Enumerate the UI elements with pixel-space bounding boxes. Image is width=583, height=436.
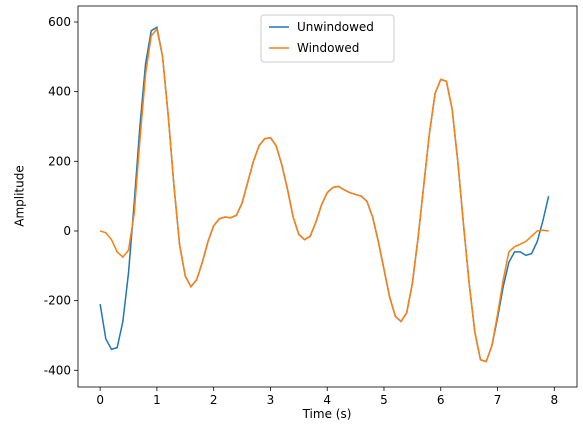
legend-label: Windowed bbox=[297, 41, 359, 55]
x-tick-label: 0 bbox=[96, 393, 104, 407]
x-axis-label: Time (s) bbox=[302, 407, 352, 421]
x-tick-label: 5 bbox=[380, 393, 388, 407]
y-tick-label: -200 bbox=[44, 294, 71, 308]
y-tick-label: 0 bbox=[63, 224, 71, 238]
axes-frame bbox=[77, 5, 578, 388]
y-tick-label: 600 bbox=[48, 15, 71, 29]
x-tick-label: 8 bbox=[550, 393, 558, 407]
x-tick-label: 4 bbox=[323, 393, 331, 407]
legend-label: Unwindowed bbox=[297, 20, 374, 34]
legend-box bbox=[260, 14, 395, 63]
y-tick-label: 400 bbox=[48, 85, 71, 99]
x-tick-label: 3 bbox=[267, 393, 275, 407]
x-tick-label: 7 bbox=[494, 393, 502, 407]
x-tick-label: 1 bbox=[153, 393, 161, 407]
y-tick-label: 200 bbox=[48, 154, 71, 168]
x-tick-label: 2 bbox=[210, 393, 218, 407]
line-series bbox=[99, 27, 549, 363]
y-axis-label: Amplitude bbox=[13, 165, 27, 227]
y-tick-label: -400 bbox=[44, 363, 71, 377]
line-series bbox=[99, 26, 550, 363]
x-tick-label: 6 bbox=[437, 393, 445, 407]
